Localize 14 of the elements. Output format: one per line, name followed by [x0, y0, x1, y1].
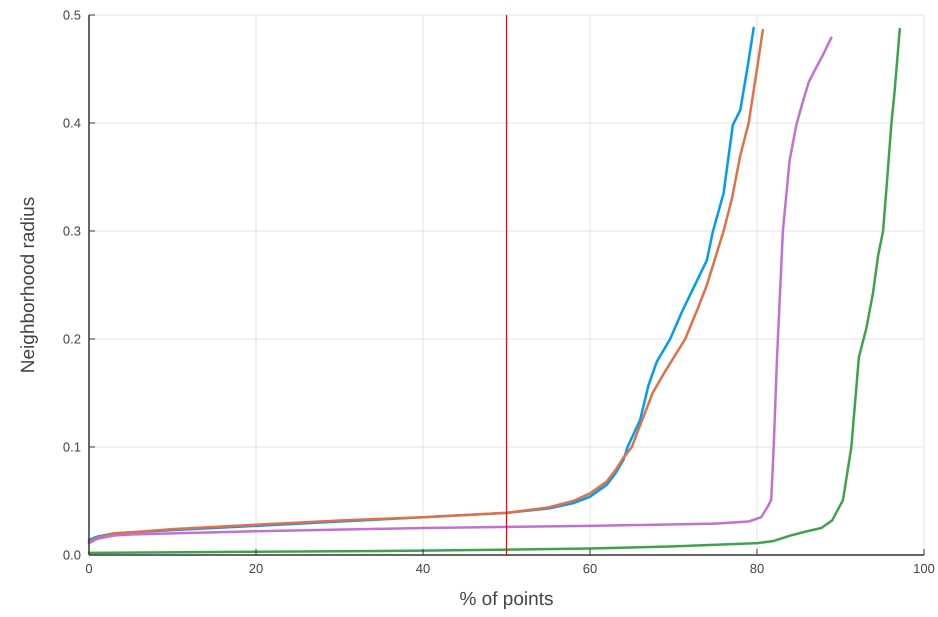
y-tick-label: 0.1: [62, 440, 81, 455]
y-tick-label: 0.5: [62, 8, 81, 23]
x-tick-label: 80: [750, 561, 764, 576]
x-tick-label: 100: [913, 561, 935, 576]
y-tick-label: 0.0: [62, 548, 81, 563]
x-tick-label: 0: [85, 561, 93, 576]
x-tick-label: 60: [582, 561, 598, 576]
y-tick-label: 0.4: [62, 116, 81, 131]
y-axis-title: Neighborhood radius: [18, 196, 39, 374]
y-tick-label: 0.2: [62, 332, 81, 347]
x-tick-label: 40: [416, 561, 430, 576]
x-tick-label: 20: [248, 561, 264, 576]
x-axis-title: % of points: [460, 589, 554, 610]
y-tick-label: 0.3: [62, 224, 81, 239]
